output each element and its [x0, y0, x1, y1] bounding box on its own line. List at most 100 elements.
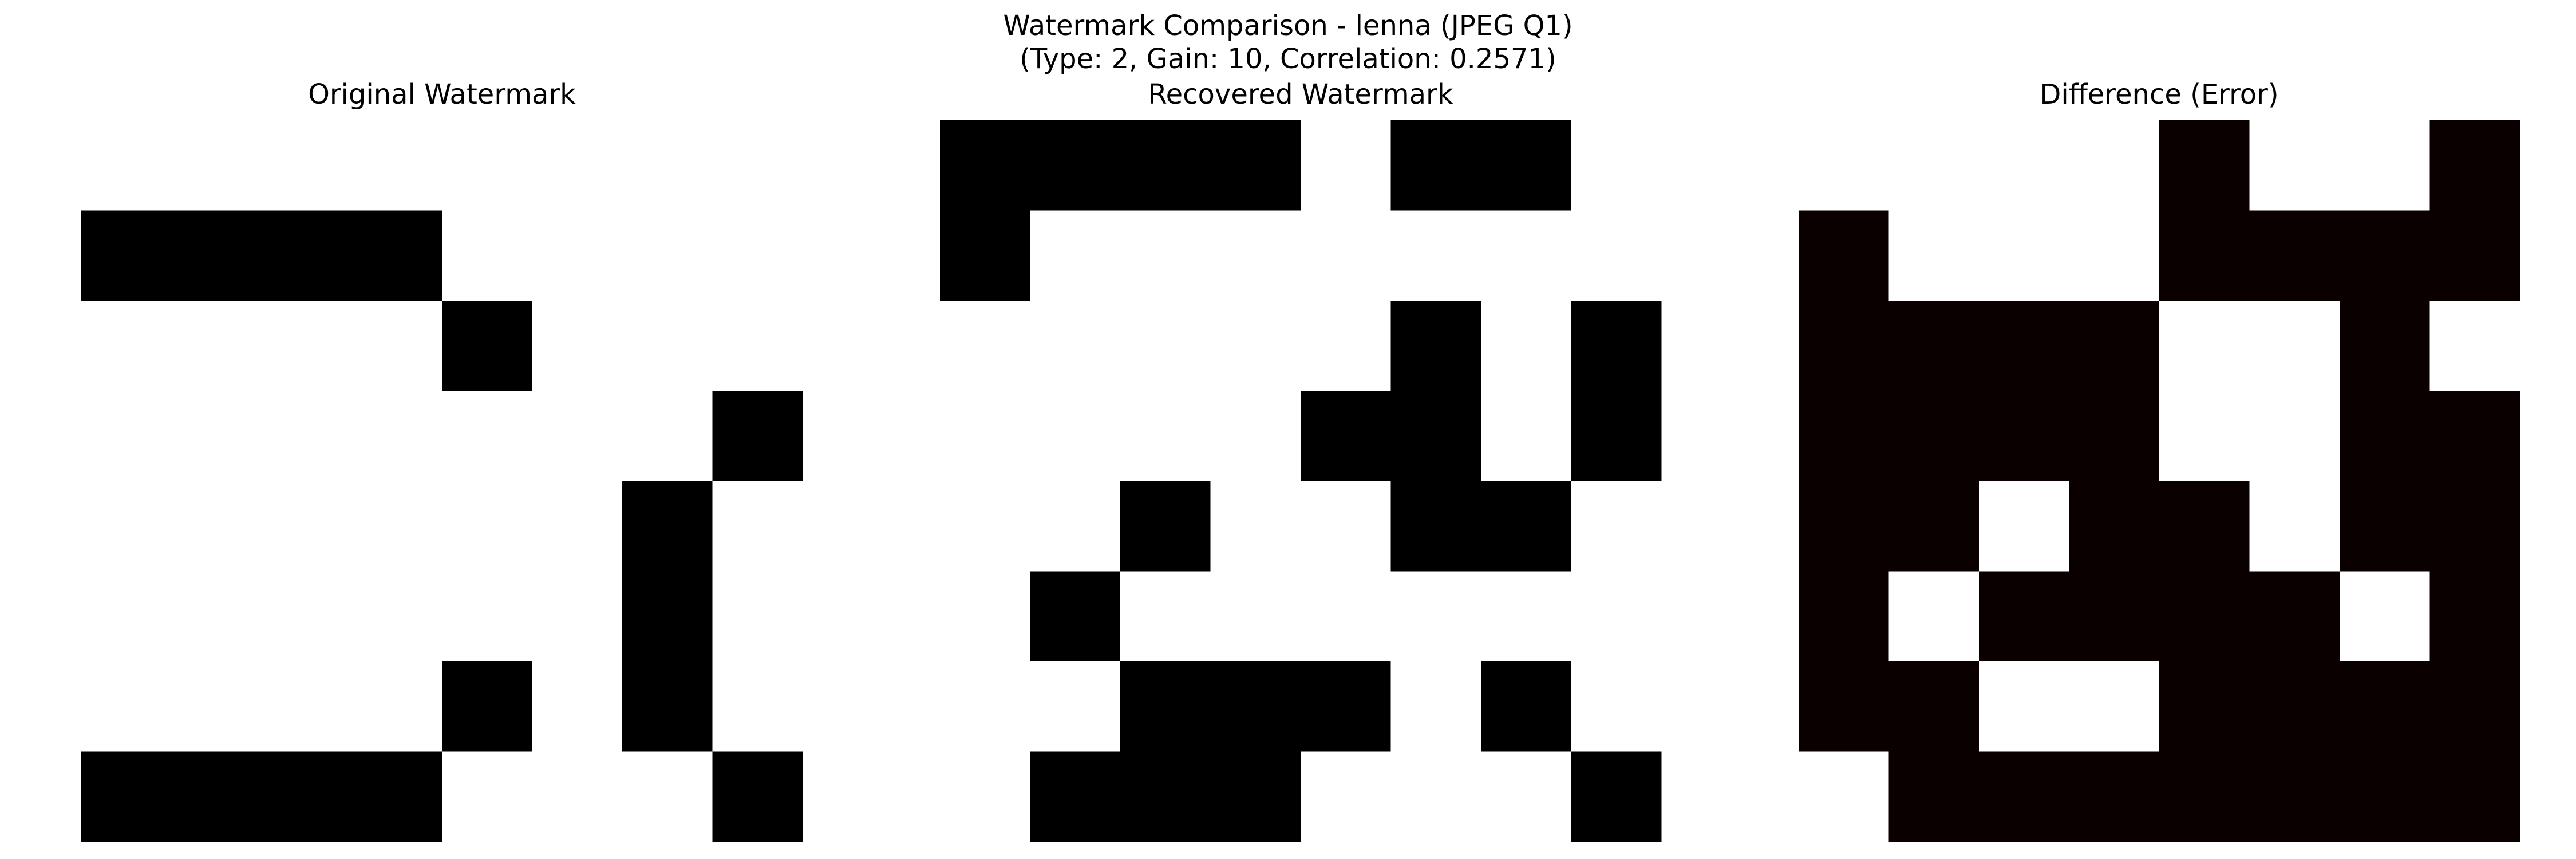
heatmap-cell [1481, 120, 1571, 211]
heatmap-cell [1481, 571, 1571, 662]
heatmap-cell [1390, 120, 1481, 211]
heatmap-cell [1120, 210, 1211, 301]
heatmap-cell [2249, 120, 2340, 211]
heatmap-cell [622, 120, 713, 211]
heatmap-cell [532, 661, 623, 752]
heatmap-cell [2340, 571, 2430, 662]
heatmap-cell [2249, 661, 2340, 752]
heatmap-cell [1390, 301, 1481, 391]
heatmap-cell [1030, 571, 1121, 662]
heatmap-cell [1390, 571, 1481, 662]
heatmap-cell [532, 391, 623, 482]
heatmap-cell [1301, 210, 1391, 301]
heatmap-cell [1390, 661, 1481, 752]
heatmap-cell [81, 120, 172, 211]
heatmap-cell [442, 391, 532, 482]
heatmap-cell [2340, 120, 2430, 211]
heatmap-cell [2069, 120, 2160, 211]
heatmap-cell [81, 751, 172, 842]
heatmap-cell [2340, 391, 2430, 482]
heatmap-cell [1030, 391, 1121, 482]
heatmap-cell [1481, 391, 1571, 482]
heatmap-cell [712, 210, 803, 301]
heatmap-cell [1571, 751, 1662, 842]
heatmap-cell [1571, 301, 1662, 391]
heatmap-cell [1888, 391, 1980, 482]
heatmap-cell [351, 391, 442, 482]
heatmap-cell [1799, 661, 1889, 752]
heatmap-cell [712, 481, 803, 572]
heatmap-cell [442, 301, 532, 391]
heatmap-cell [1210, 391, 1301, 482]
heatmap-cell [940, 661, 1030, 752]
heatmap-cell [262, 661, 352, 752]
heatmap-cell [1888, 210, 1980, 301]
heatmap-cell [1120, 751, 1211, 842]
heatmap-cell [351, 481, 442, 572]
heatmap-cell [1301, 120, 1391, 211]
heatmap-cell [1301, 571, 1391, 662]
heatmap-cell [351, 751, 442, 842]
heatmap-cell [532, 301, 623, 391]
heatmap-cell [1210, 301, 1301, 391]
heatmap-cell [171, 751, 262, 842]
heatmap-cell [1799, 571, 1889, 662]
heatmap-cell [1030, 210, 1121, 301]
heatmap-cell [532, 751, 623, 842]
heatmap-cell [171, 661, 262, 752]
heatmap-cell [622, 210, 713, 301]
heatmap-cell [1210, 571, 1301, 662]
heatmap-cell [81, 210, 172, 301]
heatmap-cell [2429, 210, 2520, 301]
heatmap-cell [262, 301, 352, 391]
heatmap-cell [1030, 751, 1121, 842]
heatmap-cell [622, 481, 713, 572]
heatmap-cell [1301, 661, 1391, 752]
heatmap-cell [1120, 120, 1211, 211]
heatmap-cell [262, 481, 352, 572]
heatmap-cell [442, 661, 532, 752]
heatmap-cell [2069, 210, 2160, 301]
heatmap-cell [1799, 301, 1889, 391]
heatmap-cell [2159, 481, 2250, 572]
heatmap-cell [262, 751, 352, 842]
heatmap-cell [1301, 391, 1391, 482]
heatmap-cell [1301, 751, 1391, 842]
heatmap-cell [712, 391, 803, 482]
heatmap-cell [351, 210, 442, 301]
heatmap-cell [2429, 391, 2520, 482]
heatmap-cell [712, 120, 803, 211]
heatmap-cell [2249, 751, 2340, 842]
heatmap-cell [1571, 571, 1662, 662]
heatmap-cell [442, 210, 532, 301]
heatmap-cell [2069, 571, 2160, 662]
heatmap-cell [171, 301, 262, 391]
heatmap-cell [712, 661, 803, 752]
heatmap-cell [1210, 481, 1301, 572]
heatmap-cell [262, 210, 352, 301]
heatmap-cell [1888, 571, 1980, 662]
heatmap-cell [81, 481, 172, 572]
heatmap-cell [351, 661, 442, 752]
heatmap-cell [1888, 120, 1980, 211]
heatmap-cell [1979, 571, 2069, 662]
heatmap-cell [1571, 120, 1662, 211]
heatmap-cell [2069, 751, 2160, 842]
heatmap-cell [1571, 481, 1662, 572]
heatmap-cell [940, 481, 1030, 572]
heatmap-cell [2429, 571, 2520, 662]
heatmap-cell [940, 751, 1030, 842]
heatmap-cell [532, 571, 623, 662]
heatmap-cell [1571, 391, 1662, 482]
heatmap-cell [1481, 751, 1571, 842]
heatmap-cell [2249, 391, 2340, 482]
heatmap-cell [2069, 301, 2160, 391]
heatmap-cell [712, 571, 803, 662]
heatmap-cell [2249, 481, 2340, 572]
heatmap-cell [532, 120, 623, 211]
heatmap-cell [2069, 481, 2160, 572]
heatmap-cell [940, 120, 1030, 211]
heatmap-cell [1210, 120, 1301, 211]
heatmap-cell [1030, 301, 1121, 391]
heatmap-cell [2159, 391, 2250, 482]
